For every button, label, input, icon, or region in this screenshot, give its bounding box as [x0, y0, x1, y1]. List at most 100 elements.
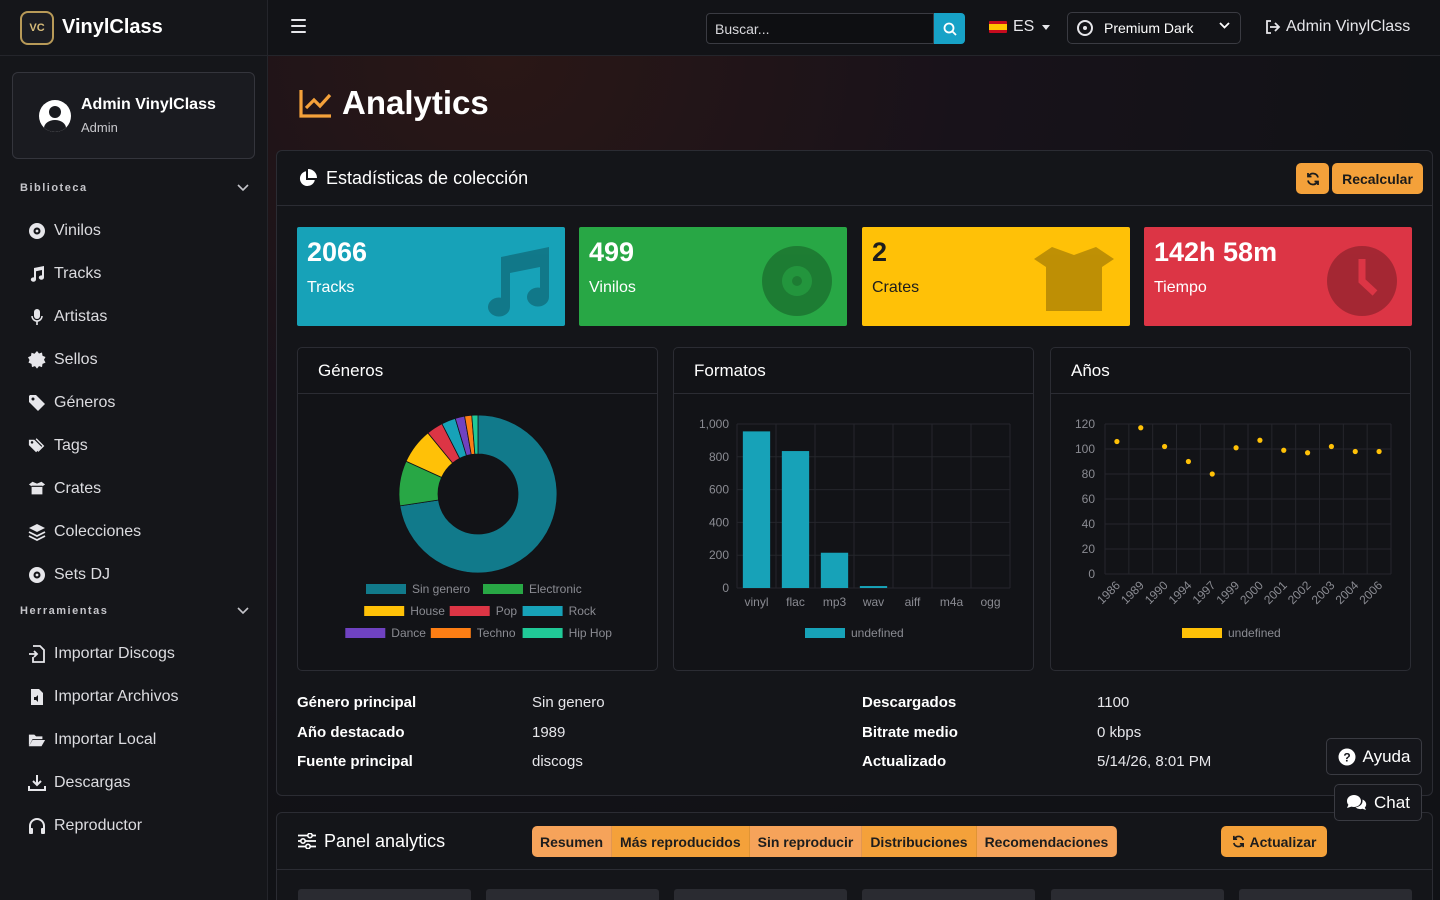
bar — [742, 431, 771, 588]
sliders-icon — [298, 833, 316, 849]
bar — [781, 451, 810, 588]
help-button[interactable]: ? Ayuda — [1326, 738, 1422, 775]
y-tick-label: 120 — [1075, 417, 1095, 431]
legend-label: House — [410, 604, 445, 618]
years-scatter-chart[interactable]: 0204060801001201986198919901994199719992… — [1051, 394, 1410, 670]
caret-down-icon — [1042, 24, 1051, 30]
help-label: Ayuda — [1362, 746, 1411, 766]
update-button[interactable]: Actualizar — [1221, 826, 1327, 857]
sidebar-item-vinilos[interactable]: Vinilos — [0, 209, 267, 252]
formats-bar-chart[interactable]: 0 200 400 600 800 1,000 vinyl flac mp3 wav aiff m4a… — [674, 394, 1033, 670]
sidebar-item-tracks[interactable]: Tracks — [0, 252, 267, 295]
search-icon — [943, 22, 957, 36]
sidebar-item-reproductor[interactable]: Reproductor — [0, 804, 267, 847]
years-chart-card: Años 0 20 40 60 80 100 120 1986 1989 1990 1994 1997… — [1050, 347, 1411, 671]
y-tick-label: 800 — [709, 450, 729, 464]
admin-logout-link[interactable]: Admin VinylClass — [1265, 18, 1410, 36]
folder-open-icon — [28, 731, 46, 749]
data-point — [1138, 425, 1144, 431]
stat-tracks: 2066 Tracks — [297, 227, 565, 326]
legend-label: Pop — [496, 604, 518, 618]
genres-donut-chart[interactable]: Sin genero Electronic House Pop Rock Dance Tec… — [298, 394, 657, 670]
user-card[interactable]: Admin VinylClass Admin — [12, 72, 255, 159]
tab-sin-reproducir[interactable]: Sin reproducir — [749, 826, 863, 857]
tab-recomendaciones[interactable]: Recomendaciones — [976, 826, 1118, 857]
sidebar-item-descargas[interactable]: Descargas — [0, 761, 267, 804]
info-row: Bitrate medio 0 kbps — [862, 718, 1211, 748]
stat-value: 499 — [589, 237, 635, 267]
sidebar-item-label: Tags — [54, 436, 88, 454]
legend-label: undefined — [851, 626, 904, 640]
legend-swatch — [805, 628, 845, 638]
sidebar-item-colecciones[interactable]: Colecciones — [0, 510, 267, 553]
sidebar-item-tags[interactable]: Tags — [0, 424, 267, 467]
info-value: 5/14/26, 8:01 PM — [1097, 753, 1212, 771]
loading-placeholder — [674, 889, 847, 900]
chat-label: Chat — [1374, 792, 1410, 812]
brand-logo: VC — [20, 10, 54, 45]
info-key: Género principal — [297, 694, 417, 712]
tab-distribuciones[interactable]: Distribuciones — [862, 826, 977, 857]
search-button[interactable] — [934, 13, 965, 44]
tab-mas-reproducidos[interactable]: Más reproducidos — [612, 826, 750, 857]
info-row: Actualizado 5/14/26, 8:01 PM — [862, 747, 1211, 777]
legend-swatch — [345, 628, 386, 638]
menu-toggle-icon[interactable] — [291, 19, 306, 33]
x-tick-label: 2002 — [1285, 578, 1314, 607]
language-dropdown[interactable]: ES — [989, 18, 1051, 36]
data-point — [1281, 447, 1287, 453]
page-title-text: Analytics — [342, 84, 489, 121]
theme-select[interactable]: Premium Dark — [1067, 12, 1241, 44]
sidebar-item-generos[interactable]: Géneros — [0, 381, 267, 424]
sidebar-item-sellos[interactable]: Sellos — [0, 338, 267, 381]
bar — [859, 586, 888, 588]
sign-out-icon — [1266, 20, 1281, 34]
card-header: Estadísticas de colección — [277, 151, 1432, 206]
legend-swatch — [522, 628, 563, 638]
sidebar-item-importar-archivos[interactable]: Importar Archivos — [0, 675, 267, 718]
chat-button[interactable]: Chat — [1334, 784, 1422, 821]
legend-swatch — [522, 606, 563, 616]
y-tick-label: 0 — [722, 581, 729, 595]
topbar: ES Premium Dark Admin VinylClass — [268, 0, 1440, 56]
loading-placeholder — [1051, 889, 1224, 900]
spain-flag-icon — [989, 21, 1007, 33]
x-tick-label: wav — [862, 595, 884, 609]
donut-slice — [471, 414, 479, 455]
refresh-icon-button[interactable] — [1296, 163, 1329, 194]
box-open-icon — [28, 480, 46, 498]
search-input[interactable] — [706, 13, 934, 44]
stat-value: 2 — [872, 237, 888, 267]
legend-swatch — [430, 628, 471, 638]
legend-label: undefined — [1228, 626, 1281, 640]
data-point — [1304, 450, 1311, 456]
comments-icon — [1347, 795, 1367, 810]
tab-resumen[interactable]: Resumen — [532, 826, 613, 857]
y-tick-label: 40 — [1082, 517, 1096, 531]
info-row: Descargados 1100 — [862, 688, 1211, 718]
sidebar-item-importar-local[interactable]: Importar Local — [0, 718, 267, 761]
legend-label: Electronic — [529, 582, 582, 596]
info-value: Sin genero — [532, 694, 605, 712]
sidebar-item-artistas[interactable]: Artistas — [0, 295, 267, 338]
data-point — [1328, 443, 1335, 450]
formats-chart-card: Formatos 0 200 400 600 800 1,000 vinyl flac mp3 w… — [673, 347, 1034, 671]
legend-label: Rock — [569, 604, 597, 618]
legend-swatch — [366, 584, 406, 594]
sidebar-item-importar-discogs[interactable]: Importar Discogs — [0, 632, 267, 675]
stat-value: 2066 — [307, 237, 368, 267]
section-herramientas[interactable]: Herramientas — [0, 596, 267, 626]
sidebar-item-crates[interactable]: Crates — [0, 467, 267, 510]
x-tick-label: mp3 — [823, 595, 847, 609]
tag-icon — [28, 394, 46, 412]
legend-swatch — [1182, 628, 1222, 638]
brand[interactable]: VC VinylClass — [0, 0, 267, 56]
section-biblioteca[interactable]: Biblioteca — [0, 173, 267, 203]
recalculate-button[interactable]: Recalcular — [1332, 163, 1423, 194]
sidebar-item-label: Sets DJ — [54, 565, 111, 583]
sidebar-item-label: Artistas — [54, 307, 108, 325]
sidebar-item-sets-dj[interactable]: Sets DJ — [0, 553, 267, 596]
card-title: Panel analytics — [324, 830, 446, 851]
panel-analytics-card: Panel analytics Resumen Más reproducidos… — [276, 812, 1433, 900]
stat-label: Tiempo — [1154, 279, 1207, 296]
